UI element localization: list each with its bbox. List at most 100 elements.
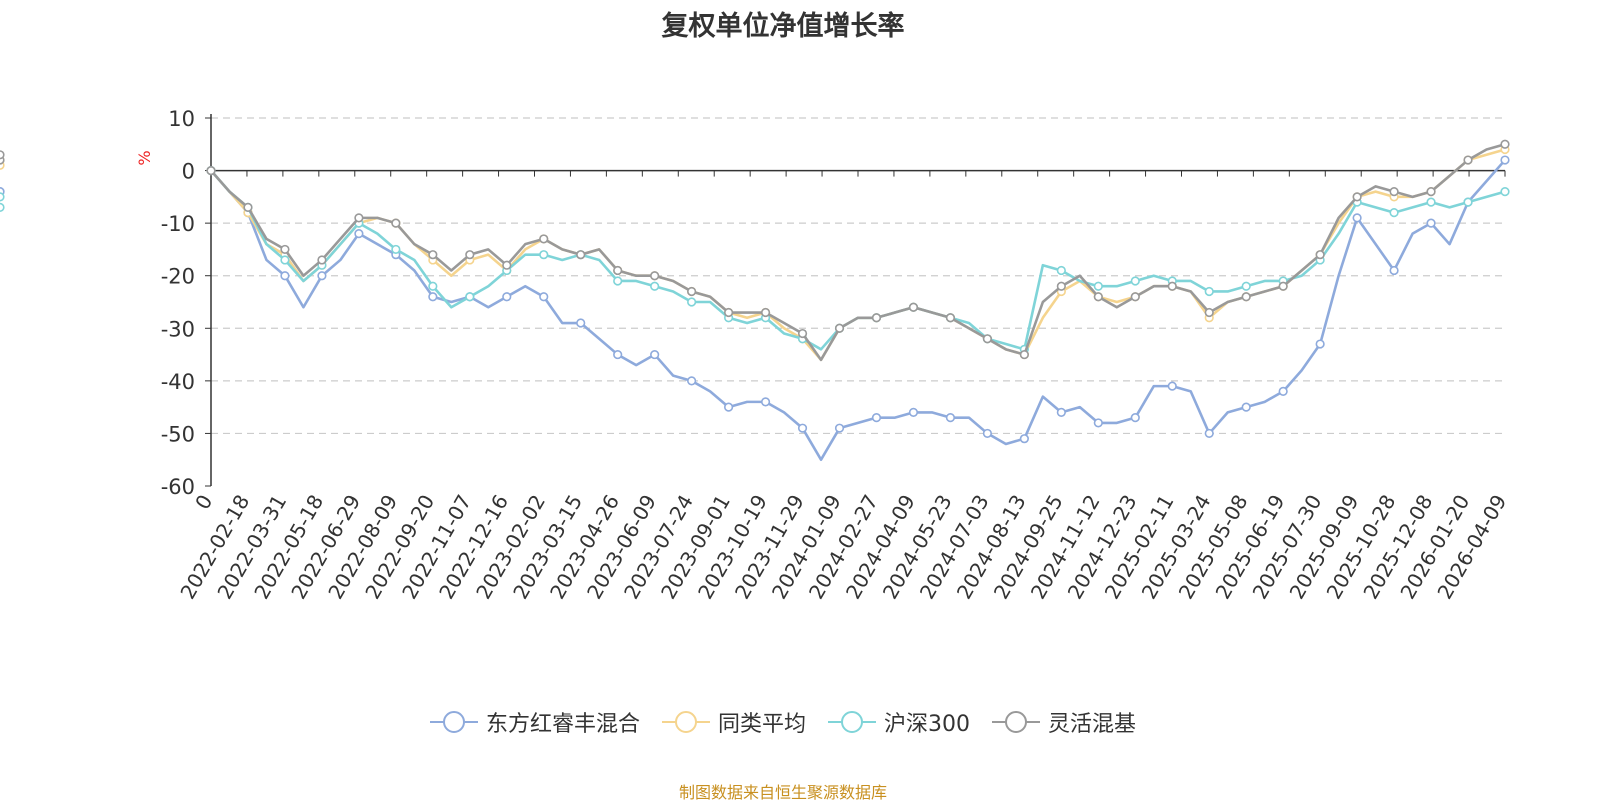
data-point: [1278, 281, 1288, 291]
data-point: [650, 281, 660, 291]
data-point: [280, 255, 290, 265]
series-line: [210, 159, 1506, 462]
data-point: [428, 250, 438, 260]
y-tick-label: -30: [161, 317, 195, 341]
series-line: [210, 143, 1506, 362]
legend-marker-icon: [828, 711, 876, 733]
data-point: [1167, 381, 1177, 391]
line-chart: 100-10-20-30-40-50-60%02022-02-182022-03…: [0, 107, 1511, 603]
data-point: [502, 260, 512, 270]
data-point: [1204, 307, 1214, 318]
data-point: [539, 250, 549, 260]
legend-label: 灵活混基: [1048, 712, 1137, 737]
data-point: [797, 423, 808, 433]
data-point: [465, 292, 475, 302]
data-point: [1352, 192, 1362, 202]
data-point: [687, 286, 697, 297]
data-point: [1352, 213, 1362, 223]
data-point: [1130, 292, 1140, 302]
data-point: [0, 192, 5, 202]
data-point: [1463, 197, 1473, 207]
data-point: [1315, 250, 1325, 260]
data-point: [1241, 292, 1251, 302]
data-point: [760, 307, 771, 318]
data-point: [797, 328, 808, 339]
data-point: [650, 349, 660, 360]
data-point: [1056, 265, 1066, 276]
data-point: [576, 250, 586, 260]
data-point: [1389, 265, 1399, 276]
legend-label: 沪深300: [884, 712, 970, 737]
data-point: [354, 229, 364, 239]
data-point: [1389, 208, 1399, 218]
data-point: [908, 407, 919, 418]
data-point: [1426, 218, 1436, 228]
y-axis-unit: %: [135, 150, 154, 165]
data-point: [1019, 434, 1029, 444]
data-point: [428, 292, 438, 302]
data-point: [1463, 155, 1473, 165]
data-point: [1278, 386, 1288, 396]
series-line: [210, 169, 1506, 351]
data-point: [1426, 187, 1436, 197]
data-point: [650, 271, 660, 281]
legend-label: 东方红睿丰混合: [485, 712, 640, 737]
legend-item[interactable]: 沪深300: [828, 706, 970, 738]
data-point: [834, 323, 845, 333]
data-point: [613, 265, 623, 276]
data-point: [465, 250, 475, 260]
data-point: [317, 271, 327, 281]
data-point: [834, 423, 845, 433]
data-point: [982, 334, 993, 344]
legend-item[interactable]: 东方红睿丰混合: [429, 706, 640, 738]
data-point: [1167, 281, 1177, 291]
legend-item[interactable]: 灵活混基: [992, 706, 1136, 738]
data-point: [723, 402, 734, 412]
chart-title: 复权单位净值增长率: [661, 11, 905, 42]
legend-marker-icon: [992, 711, 1040, 733]
data-point: [1093, 292, 1103, 302]
data-point: [280, 271, 290, 281]
y-tick-label: -10: [161, 212, 195, 236]
data-point: [1241, 281, 1251, 291]
data-point: [428, 281, 438, 291]
data-point: [613, 349, 623, 360]
y-tick-label: 10: [168, 107, 195, 131]
data-point: [687, 297, 697, 307]
data-point: [1500, 155, 1510, 165]
data-point: [687, 376, 697, 386]
y-tick-label: 0: [182, 160, 195, 184]
y-tick-label: -60: [161, 475, 195, 499]
data-point: [354, 213, 364, 223]
data-point: [1389, 187, 1399, 197]
data-point: [502, 292, 512, 302]
data-point: [871, 313, 882, 323]
data-point: [1056, 281, 1066, 291]
data-point: [908, 302, 919, 312]
data-point: [613, 276, 623, 286]
x-tick-label: 0: [190, 491, 217, 514]
data-point: [1241, 402, 1251, 412]
legend-marker-icon: [429, 711, 478, 733]
data-point: [1500, 187, 1510, 197]
data-point: [1019, 349, 1029, 360]
data-point: [280, 244, 290, 255]
data-point: [760, 397, 771, 407]
data-point: [391, 244, 401, 255]
data-point: [1315, 339, 1325, 349]
data-point: [982, 428, 993, 439]
data-point: [576, 318, 586, 328]
data-point: [317, 255, 327, 265]
data-point: [1204, 286, 1214, 297]
data-point: [1056, 407, 1066, 418]
data-point: [871, 413, 882, 423]
data-point: [1130, 276, 1140, 286]
legend-marker-icon: [661, 711, 710, 733]
legend: 东方红睿丰混合 同类平均 沪深300 灵活混基: [0, 706, 1566, 738]
y-tick-label: -50: [161, 422, 195, 446]
data-point: [0, 150, 5, 160]
data-point: [1204, 428, 1214, 439]
data-point: [243, 202, 253, 212]
legend-item[interactable]: 同类平均: [661, 706, 806, 738]
data-point: [1500, 139, 1510, 149]
